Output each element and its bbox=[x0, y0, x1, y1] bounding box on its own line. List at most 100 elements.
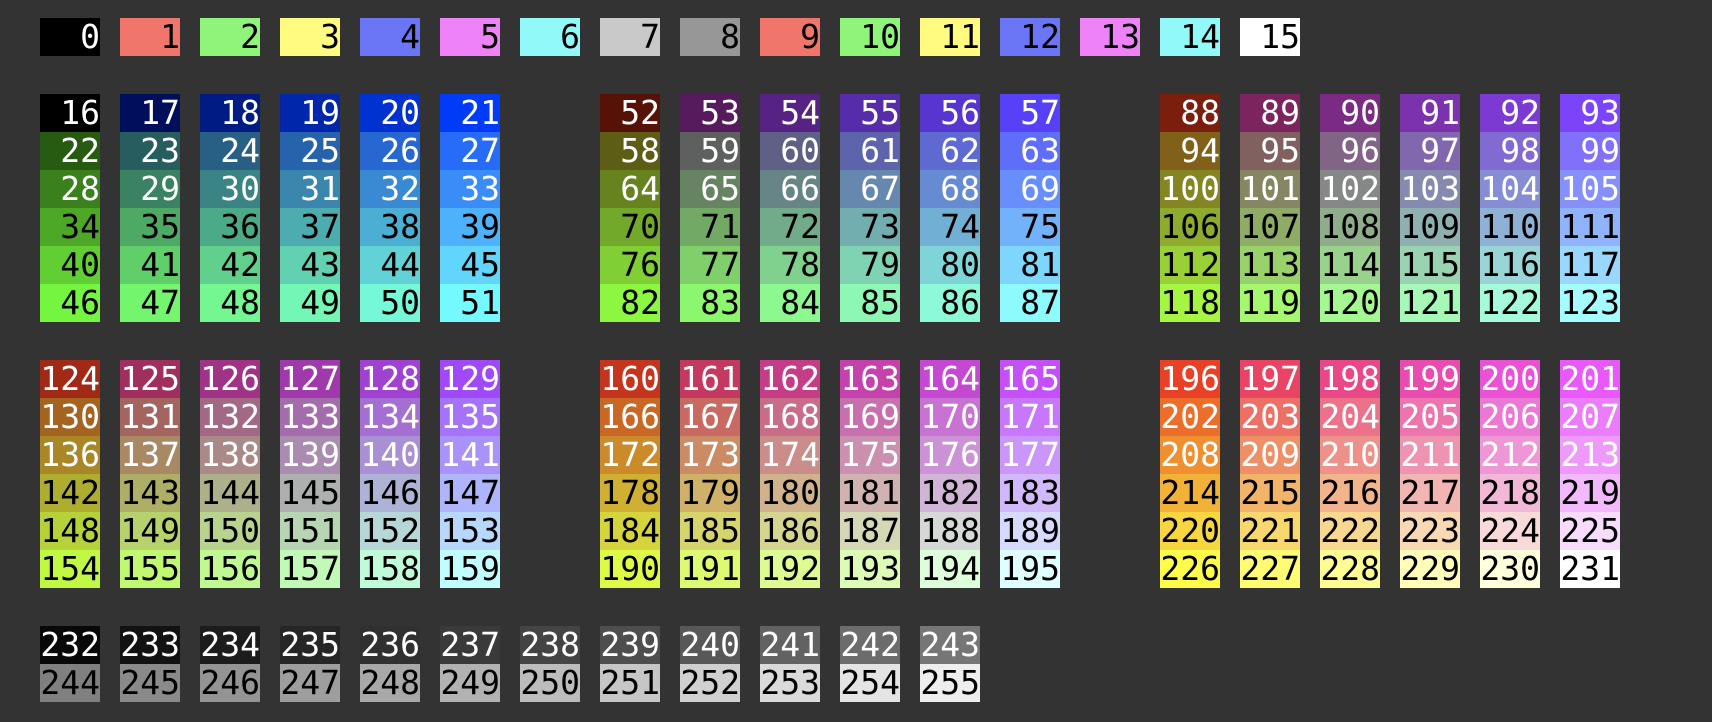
ansi-color-cell: 6 bbox=[520, 18, 580, 56]
cube-color-cell: 51 bbox=[440, 284, 500, 322]
cube-color-cell: 130 bbox=[40, 397, 100, 436]
cube-color-cell: 199 bbox=[1400, 359, 1460, 398]
cube-color-cell: 101 bbox=[1240, 169, 1300, 208]
cube-color-cell: 124 bbox=[40, 359, 100, 398]
cube-color-cell: 225 bbox=[1560, 511, 1620, 550]
cube-color-cell: 126 bbox=[200, 359, 260, 398]
cube-color-cell: 185 bbox=[680, 511, 740, 550]
cube-color-cell: 217 bbox=[1400, 473, 1460, 512]
cube-color-cell: 33 bbox=[440, 170, 500, 208]
grayscale-color-cell: 237 bbox=[440, 625, 500, 664]
cube-color-cell: 154 bbox=[40, 549, 100, 588]
cube-color-cell: 163 bbox=[840, 359, 900, 398]
cube-color-cell: 52 bbox=[600, 94, 660, 132]
cube-color-cell: 123 bbox=[1560, 283, 1620, 322]
cube-color-cell: 177 bbox=[1000, 435, 1060, 474]
ansi-color-cell: 14 bbox=[1160, 18, 1220, 56]
grayscale-color-cell: 249 bbox=[440, 663, 500, 702]
cube-color-cell: 47 bbox=[120, 284, 180, 322]
grayscale-color-cell: 251 bbox=[600, 663, 660, 702]
cube-color-cell: 193 bbox=[840, 549, 900, 588]
cube-color-cell: 122 bbox=[1480, 283, 1540, 322]
grayscale-color-cell: 235 bbox=[280, 625, 340, 664]
cube-color-cell: 48 bbox=[200, 284, 260, 322]
cube-color-cell: 174 bbox=[760, 435, 820, 474]
cube-color-cell: 96 bbox=[1320, 132, 1380, 170]
cube-color-cell: 192 bbox=[760, 549, 820, 588]
cube-color-cell: 137 bbox=[120, 435, 180, 474]
cube-color-cell: 194 bbox=[920, 549, 980, 588]
cube-color-cell: 53 bbox=[680, 94, 740, 132]
cube-color-cell: 144 bbox=[200, 473, 260, 512]
cube-color-cell: 207 bbox=[1560, 397, 1620, 436]
cube-color-cell: 139 bbox=[280, 435, 340, 474]
cube-color-cell: 155 bbox=[120, 549, 180, 588]
cube-color-cell: 218 bbox=[1480, 473, 1540, 512]
cube-color-cell: 110 bbox=[1480, 207, 1540, 246]
ansi-color-cell: 1 bbox=[120, 18, 180, 56]
cube-color-cell: 228 bbox=[1320, 549, 1380, 588]
ansi-color-cell: 13 bbox=[1080, 18, 1140, 56]
grayscale-color-cell: 247 bbox=[280, 663, 340, 702]
cube-color-cell: 171 bbox=[1000, 397, 1060, 436]
cube-color-cell: 75 bbox=[1000, 208, 1060, 246]
cube-color-cell: 114 bbox=[1320, 245, 1380, 284]
cube-color-cell: 79 bbox=[840, 246, 900, 284]
cube-color-cell: 88 bbox=[1160, 94, 1220, 132]
cube-color-cell: 223 bbox=[1400, 511, 1460, 550]
cube-color-cell: 72 bbox=[760, 208, 820, 246]
ansi-color-cell: 4 bbox=[360, 18, 420, 56]
ansi-color-cell: 10 bbox=[840, 18, 900, 56]
cube-color-cell: 151 bbox=[280, 511, 340, 550]
cube-color-cell: 76 bbox=[600, 246, 660, 284]
cube-color-cell: 54 bbox=[760, 94, 820, 132]
grayscale-color-cell: 236 bbox=[360, 625, 420, 664]
cube-color-cell: 64 bbox=[600, 170, 660, 208]
cube-color-cell: 153 bbox=[440, 511, 500, 550]
grayscale-color-cell: 250 bbox=[520, 663, 580, 702]
cube-color-cell: 63 bbox=[1000, 132, 1060, 170]
cube-color-cell: 167 bbox=[680, 397, 740, 436]
cube-color-cell: 34 bbox=[40, 208, 100, 246]
cube-color-cell: 187 bbox=[840, 511, 900, 550]
cube-color-cell: 183 bbox=[1000, 473, 1060, 512]
cube-color-cell: 82 bbox=[600, 284, 660, 322]
grayscale-color-cell: 234 bbox=[200, 625, 260, 664]
cube-color-cell: 21 bbox=[440, 94, 500, 132]
cube-color-cell: 107 bbox=[1240, 207, 1300, 246]
cube-color-cell: 190 bbox=[600, 549, 660, 588]
cube-color-cell: 105 bbox=[1560, 169, 1620, 208]
cube-color-cell: 164 bbox=[920, 359, 980, 398]
cube-color-cell: 142 bbox=[40, 473, 100, 512]
cube-color-cell: 41 bbox=[120, 246, 180, 284]
cube-color-cell: 180 bbox=[760, 473, 820, 512]
cube-color-cell: 186 bbox=[760, 511, 820, 550]
ansi-color-cell: 12 bbox=[1000, 18, 1060, 56]
cube-color-cell: 91 bbox=[1400, 94, 1460, 132]
cube-color-cell: 50 bbox=[360, 284, 420, 322]
cube-color-cell: 16 bbox=[40, 94, 100, 132]
cube-color-cell: 29 bbox=[120, 170, 180, 208]
cube-color-cell: 182 bbox=[920, 473, 980, 512]
cube-color-cell: 204 bbox=[1320, 397, 1380, 436]
grayscale-color-cell: 239 bbox=[600, 625, 660, 664]
cube-color-cell: 211 bbox=[1400, 435, 1460, 474]
cube-color-cell: 30 bbox=[200, 170, 260, 208]
cube-color-cell: 61 bbox=[840, 132, 900, 170]
cube-color-cell: 81 bbox=[1000, 246, 1060, 284]
cube-color-cell: 112 bbox=[1160, 245, 1220, 284]
cube-color-cell: 40 bbox=[40, 246, 100, 284]
cube-color-cell: 60 bbox=[760, 132, 820, 170]
cube-color-cell: 202 bbox=[1160, 397, 1220, 436]
cube-color-cell: 84 bbox=[760, 284, 820, 322]
cube-color-cell: 46 bbox=[40, 284, 100, 322]
cube-color-cell: 117 bbox=[1560, 245, 1620, 284]
cube-color-cell: 224 bbox=[1480, 511, 1540, 550]
cube-color-cell: 22 bbox=[40, 132, 100, 170]
cube-color-cell: 133 bbox=[280, 397, 340, 436]
cube-color-cell: 18 bbox=[200, 94, 260, 132]
ansi-color-cell: 8 bbox=[680, 18, 740, 56]
grayscale-color-cell: 241 bbox=[760, 625, 820, 664]
cube-color-cell: 56 bbox=[920, 94, 980, 132]
cube-color-cell: 166 bbox=[600, 397, 660, 436]
